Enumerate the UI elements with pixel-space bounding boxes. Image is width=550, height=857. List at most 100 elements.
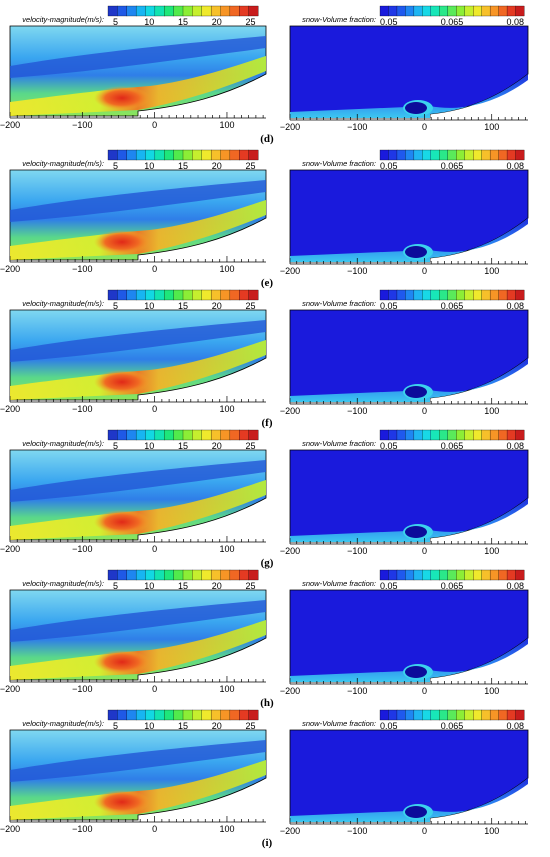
x-tick-label: −100	[347, 406, 367, 416]
snow_legend-swatch	[464, 5, 474, 17]
jet-core	[10, 56, 266, 116]
velocity_legend-tick: 20	[212, 581, 222, 591]
velocity_legend-swatch	[154, 289, 165, 301]
velocity_legend-tick: 5	[113, 721, 118, 731]
snow_legend-swatch	[447, 569, 457, 581]
snow_legend-swatch	[489, 5, 500, 17]
snow_legend-swatch	[422, 289, 432, 301]
snow_legend-swatch	[515, 709, 525, 721]
snow_legend-swatch	[489, 709, 500, 721]
velocity_legend-swatch	[135, 149, 146, 161]
panel-row: velocity-magnitude(m/s): 5 10 15 20 25 snow-Vo…	[0, 149, 529, 289]
velocity_legend-swatch	[164, 149, 175, 161]
velocity_legend-title: velocity-magnitude(m/s):	[22, 299, 104, 308]
velocity_legend-title: velocity-magnitude(m/s):	[22, 439, 104, 448]
velocity_legend-swatch	[182, 429, 193, 441]
velocity_legend-swatch	[210, 709, 221, 721]
velocity_legend-swatch	[248, 709, 259, 721]
velocity_legend-tick: 20	[212, 161, 222, 171]
velocity_legend-swatch	[210, 289, 221, 301]
shear-layer	[10, 740, 266, 782]
snow_legend-swatch	[439, 429, 449, 441]
x-tick-label: 0	[152, 684, 157, 694]
velocity_legend-swatch	[145, 429, 156, 441]
x-tick-label: −200	[0, 264, 20, 274]
snow_legend-swatch	[430, 289, 440, 301]
velocity_legend-tick: 5	[113, 161, 118, 171]
peak-velocity-zone	[94, 510, 150, 534]
x-tick-label: −100	[347, 266, 367, 276]
velocity_legend-swatch	[135, 289, 146, 301]
velocity_legend-title: velocity-magnitude(m/s):	[22, 579, 104, 588]
x-tick-label: −200	[280, 546, 300, 556]
velocity_legend-swatch	[248, 289, 259, 301]
velocity_legend-swatch	[107, 709, 118, 721]
x-tick-label: −200	[280, 686, 300, 696]
x-tick-label: 100	[219, 264, 234, 274]
velocity_legend-tick: 25	[245, 441, 255, 451]
panel-label: (i)	[262, 837, 273, 849]
x-tick-label: −200	[0, 544, 20, 554]
x-tick-label: −100	[347, 686, 367, 696]
snow_legend-tick: 0.065	[441, 161, 464, 171]
snow_legend-swatch	[498, 569, 508, 581]
snow-vortex	[405, 102, 427, 114]
velocity_legend-swatch	[126, 149, 137, 161]
velocity_legend-swatch	[182, 709, 193, 721]
x-tick-label: −200	[280, 266, 300, 276]
x-tick-label: 0	[152, 824, 157, 834]
snow_legend-swatch	[413, 569, 423, 581]
x-tick-label: −100	[347, 122, 367, 132]
snow_legend-swatch	[498, 709, 508, 721]
velocity_legend-swatch	[201, 569, 212, 581]
snow_legend-tick: 0.05	[380, 721, 398, 731]
snow_legend-tick: 0.08	[506, 17, 524, 27]
x-tick-label: 0	[422, 266, 427, 276]
snow_legend-swatch	[413, 149, 423, 161]
velocity_legend-tick: 5	[113, 441, 118, 451]
x-tick-label: 100	[219, 544, 234, 554]
velocity_legend-swatch	[201, 5, 212, 17]
snow_legend-swatch	[498, 149, 508, 161]
snow_legend-swatch	[396, 709, 406, 721]
velocity_legend-tick: 15	[178, 441, 188, 451]
velocity_legend-swatch	[210, 569, 221, 581]
snow_legend-swatch	[430, 569, 440, 581]
snow_legend-swatch	[422, 709, 432, 721]
snow_legend-swatch	[515, 289, 525, 301]
panel-row: velocity-magnitude(m/s): 5 10 15 20 25 snow-Vo…	[0, 289, 529, 429]
velocity_legend-swatch	[229, 429, 240, 441]
velocity_legend-swatch	[192, 569, 203, 581]
velocity_legend-swatch	[201, 149, 212, 161]
snow_legend-swatch	[489, 569, 500, 581]
velocity_legend-tick: 15	[178, 721, 188, 731]
snow_legend-swatch	[379, 709, 389, 721]
snow_legend-swatch	[439, 149, 449, 161]
snow_legend-swatch	[379, 5, 389, 17]
snow_legend-tick: 0.05	[380, 441, 398, 451]
snow_legend-swatch	[464, 429, 474, 441]
snow_legend-swatch	[422, 429, 432, 441]
snow_legend-swatch	[473, 429, 483, 441]
velocity_legend-swatch	[201, 429, 212, 441]
velocity_legend-swatch	[135, 429, 146, 441]
velocity_legend-tick: 15	[178, 581, 188, 591]
peak-velocity-zone	[94, 650, 150, 674]
x-tick-label: 100	[484, 122, 499, 132]
snow_legend-swatch	[456, 569, 466, 581]
snow_legend-title: snow-Volume fraction:	[302, 299, 376, 308]
velocity_legend-swatch	[117, 429, 128, 441]
snow_legend-swatch	[388, 289, 398, 301]
x-tick-label: −200	[0, 684, 20, 694]
snow_legend-swatch	[396, 289, 406, 301]
velocity_legend-swatch	[220, 289, 231, 301]
x-tick-label: 100	[484, 686, 499, 696]
panel-row: velocity-magnitude(m/s): 5 10 15 20 25 snow-Vo…	[0, 709, 529, 849]
velocity_legend-swatch	[164, 709, 175, 721]
snow_legend-swatch	[439, 569, 449, 581]
snow-vortex	[405, 246, 427, 258]
velocity_legend-swatch	[229, 569, 240, 581]
snow_legend-swatch	[396, 429, 406, 441]
snow_legend-swatch	[473, 569, 483, 581]
x-tick-label: −100	[72, 684, 92, 694]
